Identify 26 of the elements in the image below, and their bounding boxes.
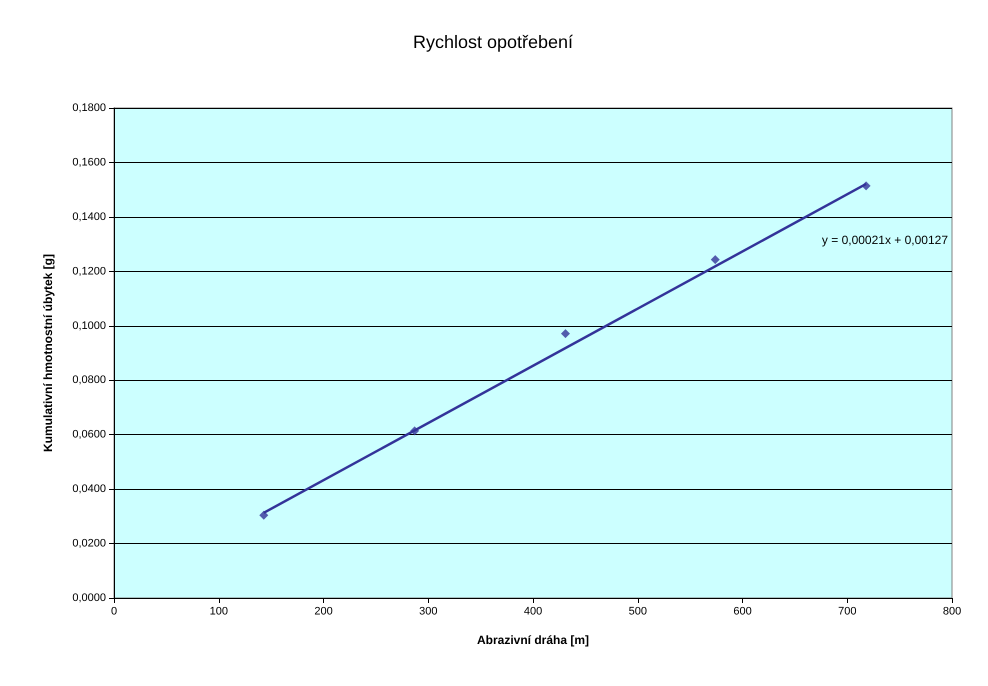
point [259, 510, 268, 520]
point [560, 329, 570, 338]
annotation: y = 0,00021x + 0,00127 [822, 233, 948, 247]
y-axis-title: Kumulativní hmotnostní úbytek [g] [41, 254, 55, 452]
x-tick-label: 200 [314, 606, 333, 618]
x-tick-label: 400 [524, 606, 542, 618]
y-tick-label: 0,0400 [72, 483, 106, 496]
x-tick-label: 500 [628, 606, 647, 618]
y-tick-label: 0,0800 [72, 374, 106, 386]
x-tick-label: 0 [110, 606, 118, 618]
y-tick-label: 0,1000 [72, 320, 106, 332]
y-tick-label: 0,0600 [72, 428, 106, 441]
x-tick-label: 800 [942, 606, 962, 618]
chart-title: Rychlost opotřebení [412, 32, 574, 52]
y-tick-label: 0,0000 [72, 592, 106, 604]
x-tick-label: 300 [419, 606, 438, 618]
x-tick-label: 700 [838, 606, 856, 618]
y-tick-label: 0,0200 [72, 538, 106, 550]
y-tick-label: 0,1400 [72, 210, 106, 223]
x-tick-label: 100 [210, 606, 228, 618]
y-tick-label: 0,1800 [72, 102, 106, 114]
y-tick-label: 0,1200 [72, 265, 106, 278]
x-axis-title: Abrazivní dráha [m] [476, 633, 590, 647]
point [710, 255, 720, 264]
y-tick-label: 0,1600 [72, 156, 106, 168]
x-tick-label: 600 [733, 606, 752, 618]
